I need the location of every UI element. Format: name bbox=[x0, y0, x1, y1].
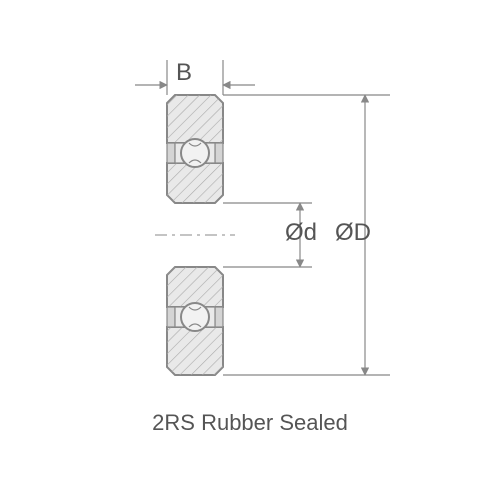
dimension-label-B: B bbox=[176, 59, 192, 86]
bearing-body bbox=[155, 95, 235, 375]
figure-caption: 2RS Rubber Sealed bbox=[0, 410, 500, 436]
diagram-stage: B Ød ØD 2RS Rubber Sealed bbox=[0, 0, 500, 500]
dimension-label-D: ØD bbox=[335, 219, 371, 246]
dimension-label-d: Ød bbox=[285, 219, 317, 246]
